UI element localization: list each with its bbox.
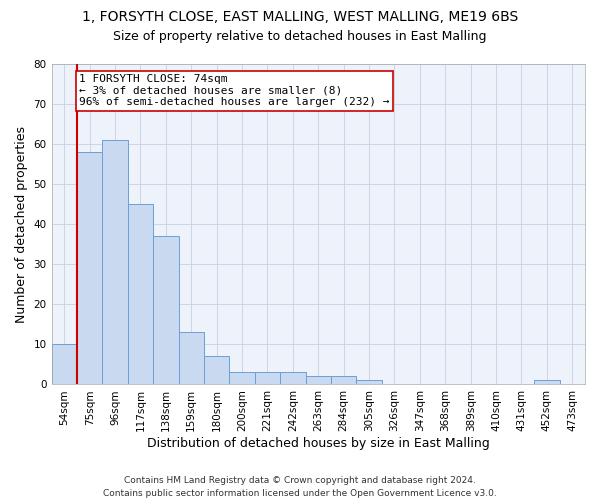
Bar: [280, 372, 305, 384]
Bar: [534, 380, 560, 384]
Bar: [103, 140, 128, 384]
Bar: [153, 236, 179, 384]
Text: Size of property relative to detached houses in East Malling: Size of property relative to detached ho…: [113, 30, 487, 43]
X-axis label: Distribution of detached houses by size in East Malling: Distribution of detached houses by size …: [147, 437, 490, 450]
Bar: [52, 344, 77, 385]
Bar: [356, 380, 382, 384]
Bar: [128, 204, 153, 384]
Y-axis label: Number of detached properties: Number of detached properties: [15, 126, 28, 322]
Bar: [179, 332, 204, 384]
Bar: [77, 152, 103, 384]
Bar: [331, 376, 356, 384]
Text: Contains HM Land Registry data © Crown copyright and database right 2024.
Contai: Contains HM Land Registry data © Crown c…: [103, 476, 497, 498]
Text: 1 FORSYTH CLOSE: 74sqm
← 3% of detached houses are smaller (8)
96% of semi-detac: 1 FORSYTH CLOSE: 74sqm ← 3% of detached …: [79, 74, 390, 107]
Bar: [204, 356, 229, 384]
Bar: [305, 376, 331, 384]
Text: 1, FORSYTH CLOSE, EAST MALLING, WEST MALLING, ME19 6BS: 1, FORSYTH CLOSE, EAST MALLING, WEST MAL…: [82, 10, 518, 24]
Bar: [229, 372, 255, 384]
Bar: [255, 372, 280, 384]
